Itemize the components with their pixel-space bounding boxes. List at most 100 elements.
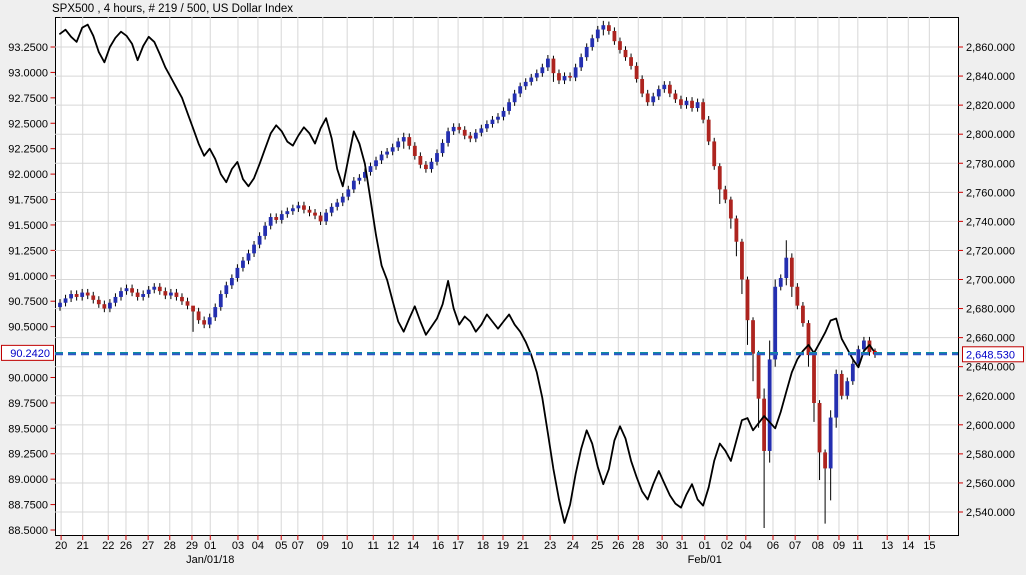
x-axis-date-label: 11 [368,540,379,552]
left-axis-label: 92.0000 [8,169,48,181]
candle-down [728,199,733,219]
candle-up [512,93,517,103]
candle-up [523,81,528,87]
right-axis-label: 2,560.000 [966,478,1015,490]
candle-up [235,267,240,279]
candle-up [379,154,384,161]
candle-up [590,38,595,47]
candle-down [623,49,628,58]
candle-up [828,417,833,469]
right-axis-label: 2,620.000 [966,391,1015,403]
candle-up [662,84,667,90]
left-axis-label: 93.0000 [8,67,48,79]
x-axis-date-label: 14 [407,540,419,552]
candle-down [789,257,794,287]
candle-up [224,285,229,295]
candle-down [690,100,694,109]
candle-down [618,41,622,50]
x-axis-date-label: 07 [292,540,304,552]
right-axis-label: 2,780.000 [966,158,1015,170]
right-axis-label: 2,540.000 [966,507,1015,519]
candle-down [274,217,279,220]
candle-up [485,124,489,129]
x-axis-date-label: 08 [812,540,824,552]
axis-ticks-and-labels: 2,860.000 2,840.000 2,820.000 2,800.000 2,78… [8,42,1015,566]
candle-up [290,208,295,212]
right-axis-label: 2,740.000 [966,216,1015,228]
candle-down [196,311,201,321]
candle-up [152,286,157,290]
x-axis-date-label: 27 [142,540,154,552]
right-axis-label: 2,800.000 [966,129,1015,141]
candle-up [168,292,173,296]
candle-down [817,403,822,453]
candle-down [568,76,572,78]
candle-up [651,96,656,103]
x-axis-date-label: 31 [676,540,688,552]
candle-down [102,304,107,309]
left-axis-label: 89.7500 [8,398,48,410]
candle-down [673,93,678,100]
candle-down [801,305,805,324]
x-axis-date-label: 06 [767,540,779,552]
usd-index-line [59,23,876,524]
x-axis-date-label: 26 [120,540,132,552]
candle-up [263,225,268,236]
candle-up [285,211,290,215]
candle-down [756,353,761,399]
candle-down [462,129,467,136]
x-axis-date-label: 10 [341,540,353,552]
candle-up [69,294,73,299]
candle-up [324,212,329,222]
candle-up [435,153,439,162]
left-axis-label: 90.0000 [8,372,48,384]
right-axis-label: 2,820.000 [966,100,1015,112]
x-axis-date-label: 01 [699,540,711,552]
left-axis-label: 89.2500 [8,449,48,461]
candle-down [706,119,711,142]
candle-up [595,29,600,39]
candle-up [545,58,550,68]
x-axis-date-label: 01 [204,540,216,552]
candle-down [795,286,800,306]
x-axis-date-label: 30 [656,540,668,552]
right-axis-label: 2,660.000 [966,333,1015,345]
x-axis-date-label: 24 [567,540,579,552]
right-axis-label: 2,840.000 [966,71,1015,83]
candle-up [767,359,772,451]
candle-down [74,294,79,297]
candle-up [451,126,456,132]
candle-down [551,58,556,74]
candle-up [351,180,356,190]
plot-area[interactable] [55,17,959,536]
candle-up [684,100,689,106]
usd-index-current-price-value: 90.2420 [10,348,50,360]
candle-up [656,89,661,97]
left-axis-label: 92.2500 [8,144,48,156]
candle-up [63,298,68,303]
x-axis-date-label: 15 [923,540,935,552]
candle-down [307,209,312,213]
right-axis-label: 2,600.000 [966,420,1015,432]
candle-up [374,160,378,167]
candle-up [784,257,789,279]
left-axis-label: 89.5000 [8,423,48,435]
left-axis-label: 91.7500 [8,195,48,207]
candle-down [740,241,744,280]
x-axis-date-label: 19 [497,540,509,552]
left-axis-label: 89.0000 [8,474,48,486]
x-axis-date-label: 04 [252,540,264,552]
left-axis-label: 88.5000 [8,525,48,537]
x-axis-date-label: 17 [452,540,464,552]
candle-up [856,349,861,364]
candle-up [479,128,484,133]
candle-up [529,77,534,82]
candle-up [368,166,373,172]
x-axis-date-label: 16 [432,540,444,552]
x-axis-date-label: 09 [317,540,329,552]
candle-up [773,286,778,360]
candle-up [446,131,450,143]
x-axis-date-label: 12 [387,540,399,552]
